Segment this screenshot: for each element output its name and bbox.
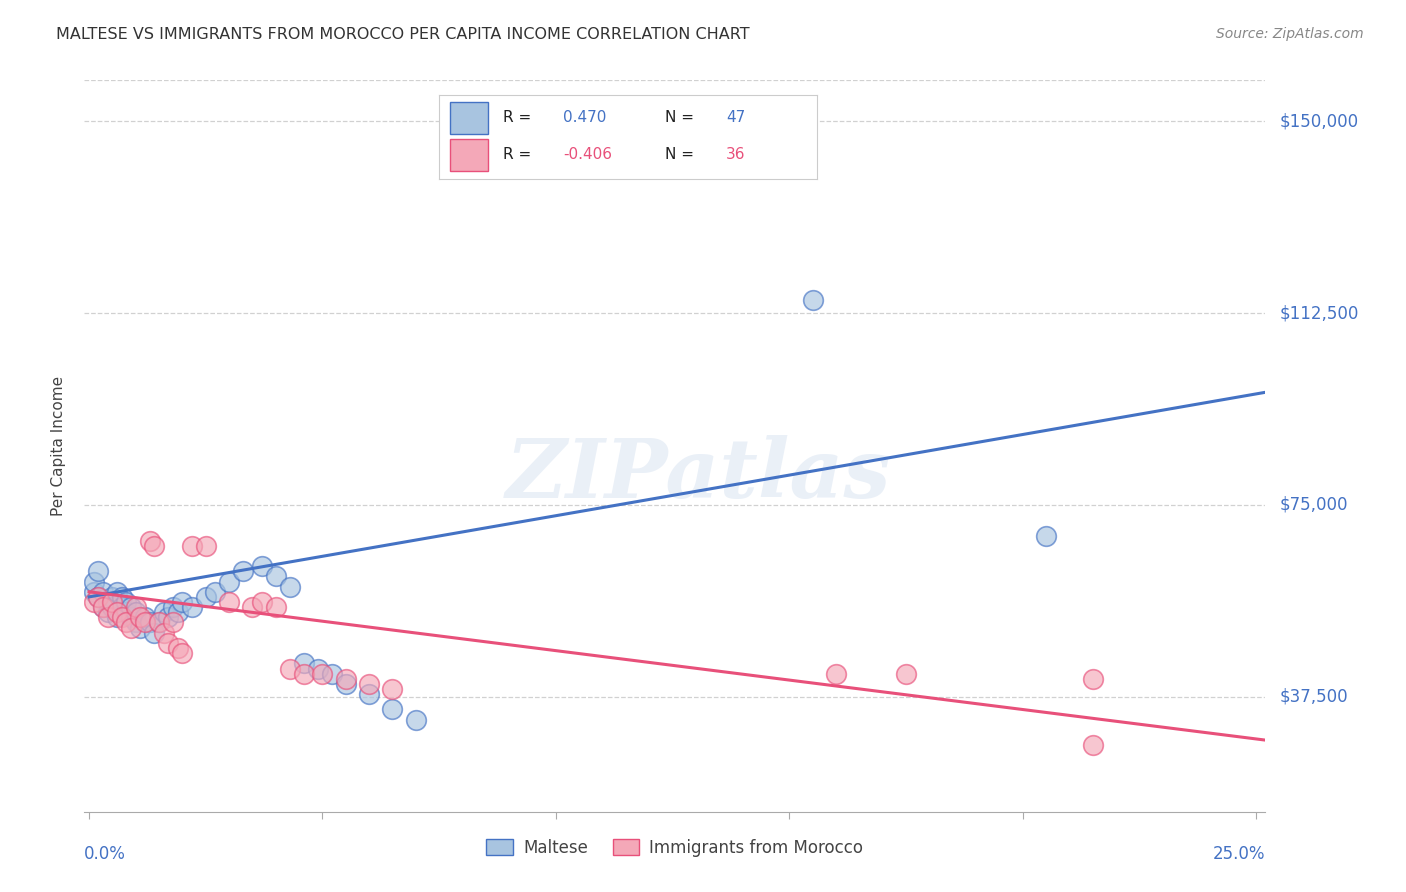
Point (381, 681, 404, 696)
Point (218, 574, 240, 589)
Point (1035, 528, 1057, 542)
Point (321, 666, 343, 681)
Point (162, 615, 184, 630)
Text: ZIPatlas: ZIPatlas (506, 435, 891, 516)
Text: 0.0%: 0.0% (84, 845, 127, 863)
Point (232, 564, 254, 578)
Point (278, 661, 301, 675)
Point (148, 615, 170, 630)
Point (115, 605, 138, 619)
Point (359, 677, 381, 691)
Point (87, 590, 110, 604)
Point (194, 539, 217, 553)
Point (97, 610, 120, 624)
Point (405, 713, 427, 727)
Point (91, 600, 114, 615)
Point (172, 646, 194, 660)
Point (162, 600, 184, 615)
Text: Source: ZipAtlas.com: Source: ZipAtlas.com (1216, 27, 1364, 41)
Point (335, 672, 357, 686)
Point (1081, 672, 1104, 686)
Point (111, 600, 134, 615)
Point (381, 702, 404, 716)
Text: 25.0%: 25.0% (1213, 845, 1265, 863)
Point (1081, 738, 1104, 752)
Point (120, 621, 142, 635)
Point (264, 569, 287, 583)
Point (125, 600, 148, 615)
Point (143, 539, 166, 553)
Point (101, 590, 124, 604)
Text: $75,000: $75,000 (1279, 496, 1348, 514)
Point (359, 687, 381, 701)
Point (134, 610, 156, 624)
Point (83, 574, 105, 589)
Point (91, 600, 114, 615)
Text: $112,500: $112,500 (1279, 304, 1360, 322)
Point (87, 590, 110, 604)
Point (83, 595, 105, 609)
Point (166, 641, 188, 656)
Point (148, 615, 170, 630)
Point (134, 615, 156, 630)
Point (120, 600, 142, 615)
Point (152, 605, 174, 619)
Point (157, 610, 180, 624)
Point (194, 590, 217, 604)
Point (335, 677, 357, 691)
Point (180, 600, 202, 615)
Point (138, 615, 160, 630)
Point (87, 564, 110, 578)
Point (129, 610, 152, 624)
Point (111, 610, 134, 624)
Point (105, 584, 128, 599)
Point (125, 615, 148, 630)
Point (97, 595, 120, 609)
Point (311, 666, 333, 681)
Point (250, 595, 273, 609)
Point (250, 559, 273, 574)
Point (101, 595, 124, 609)
Point (242, 600, 264, 615)
Point (105, 605, 128, 619)
Point (307, 661, 329, 675)
Text: $37,500: $37,500 (1279, 688, 1348, 706)
Point (120, 610, 142, 624)
Point (143, 625, 166, 640)
Point (157, 636, 180, 650)
Point (180, 539, 202, 553)
Point (91, 584, 114, 599)
Point (115, 595, 138, 609)
Point (111, 590, 134, 604)
Y-axis label: Per Capita Income: Per Capita Income (51, 376, 66, 516)
Point (83, 584, 105, 599)
Point (801, 293, 824, 308)
Point (278, 580, 301, 594)
Point (218, 595, 240, 609)
Point (97, 605, 120, 619)
Point (292, 666, 315, 681)
Point (166, 605, 188, 619)
Point (105, 610, 128, 624)
Point (292, 657, 315, 671)
Text: $150,000: $150,000 (1279, 112, 1358, 130)
Point (101, 600, 124, 615)
Point (894, 666, 917, 681)
Text: MALTESE VS IMMIGRANTS FROM MOROCCO PER CAPITA INCOME CORRELATION CHART: MALTESE VS IMMIGRANTS FROM MOROCCO PER C… (56, 27, 749, 42)
Legend: Maltese, Immigrants from Morocco: Maltese, Immigrants from Morocco (479, 832, 870, 863)
Point (138, 533, 160, 548)
Point (115, 615, 138, 630)
Point (125, 605, 148, 619)
Point (825, 666, 848, 681)
Point (172, 595, 194, 609)
Point (204, 584, 226, 599)
Point (129, 621, 152, 635)
Point (152, 625, 174, 640)
Point (264, 600, 287, 615)
